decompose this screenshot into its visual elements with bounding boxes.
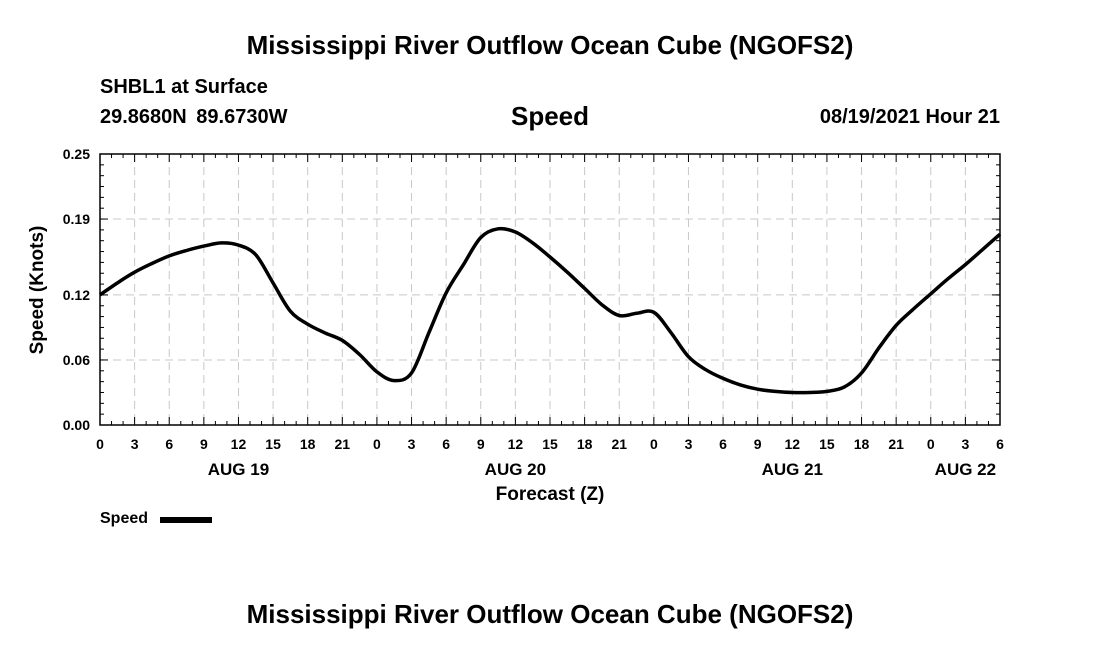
x-tick-label: 15 bbox=[265, 436, 281, 452]
legend-label: Speed bbox=[100, 510, 149, 527]
forecast-datetime: 08/19/2021 Hour 21 bbox=[819, 106, 1000, 128]
x-tick-label: 0 bbox=[927, 436, 935, 452]
x-tick-label: 21 bbox=[888, 436, 904, 452]
x-tick-label: 0 bbox=[373, 436, 381, 452]
speed-series-line bbox=[99, 226, 1002, 395]
x-tick-label: 3 bbox=[408, 436, 416, 452]
x-day-label: AUG 20 bbox=[485, 460, 546, 479]
y-tick-label: 0.25 bbox=[63, 146, 90, 162]
x-tick-label: 18 bbox=[854, 436, 870, 452]
station-coordinates: 29.8680N 89.6730W bbox=[100, 106, 288, 128]
x-tick-label: 12 bbox=[231, 436, 247, 452]
x-tick-label: 12 bbox=[785, 436, 801, 452]
x-tick-label: 6 bbox=[442, 436, 450, 452]
x-tick-label: 9 bbox=[200, 436, 208, 452]
x-tick-label: 3 bbox=[685, 436, 693, 452]
x-tick-label: 21 bbox=[611, 436, 627, 452]
x-tick-label: 15 bbox=[542, 436, 558, 452]
x-tick-label: 18 bbox=[577, 436, 593, 452]
axis-ticks bbox=[99, 153, 1001, 426]
chart-title: Speed bbox=[510, 101, 590, 131]
axis-labels: 0 3 6 9 12 15 18 21 0 3 6 9 12 15 18 21 0 3 6 9 12 15 18 21 0 3 6 0… bbox=[63, 146, 1004, 479]
y-tick-label: 0.00 bbox=[63, 417, 90, 433]
x-tick-label: 6 bbox=[719, 436, 727, 452]
legend-swatch bbox=[160, 517, 212, 523]
x-day-label: AUG 19 bbox=[208, 460, 269, 479]
x-tick-label: 9 bbox=[754, 436, 762, 452]
grid bbox=[100, 154, 1000, 425]
x-axis-title: Forecast (Z) bbox=[496, 484, 605, 505]
x-tick-label: 0 bbox=[650, 436, 658, 452]
x-tick-label: 21 bbox=[335, 436, 351, 452]
page-title: Mississippi River Outflow Ocean Cube (NG… bbox=[246, 30, 854, 60]
x-tick-label: 18 bbox=[300, 436, 316, 452]
footer-title: Mississippi River Outflow Ocean Cube (NG… bbox=[246, 599, 854, 629]
y-axis-title: Speed (Knots) bbox=[27, 226, 48, 355]
x-tick-label: 15 bbox=[819, 436, 835, 452]
x-tick-label: 3 bbox=[961, 436, 969, 452]
x-day-label: AUG 21 bbox=[762, 460, 823, 479]
x-tick-label: 6 bbox=[165, 436, 173, 452]
x-tick-label: 9 bbox=[477, 436, 485, 452]
y-tick-label: 0.19 bbox=[63, 211, 90, 227]
x-tick-label: 3 bbox=[131, 436, 139, 452]
y-tick-label: 0.12 bbox=[63, 287, 90, 303]
x-tick-label: 12 bbox=[508, 436, 524, 452]
x-tick-label: 0 bbox=[96, 436, 104, 452]
x-day-label: AUG 22 bbox=[935, 460, 996, 479]
x-tick-label: 6 bbox=[996, 436, 1004, 452]
station-label: SHBL1 at Surface bbox=[100, 76, 268, 98]
y-tick-label: 0.06 bbox=[63, 352, 90, 368]
